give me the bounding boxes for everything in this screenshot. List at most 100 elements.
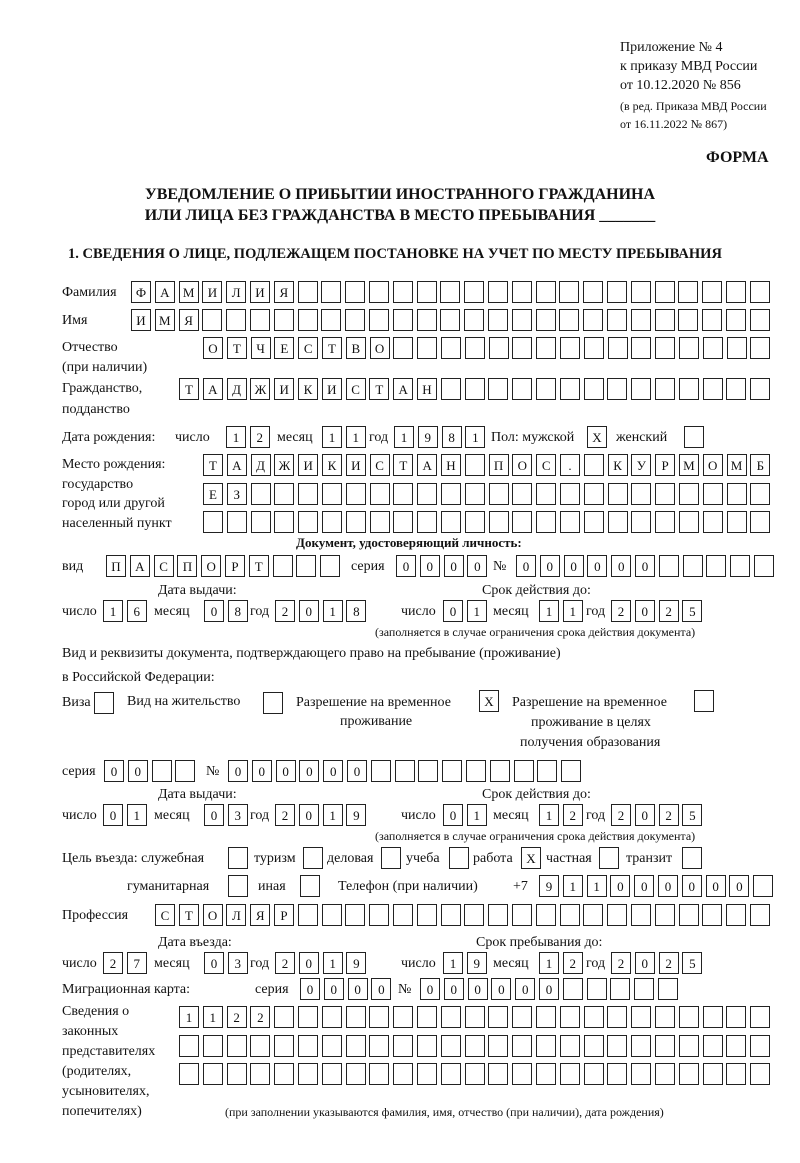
- char-cell[interactable]: [655, 511, 676, 533]
- char-cell[interactable]: [513, 760, 534, 782]
- checkbox-cell[interactable]: [694, 690, 714, 712]
- char-cell[interactable]: [630, 309, 651, 331]
- char-cell[interactable]: [345, 904, 366, 926]
- char-cell[interactable]: [393, 337, 414, 359]
- char-cell[interactable]: А: [154, 281, 175, 303]
- char-cell[interactable]: [654, 1006, 675, 1028]
- char-cell[interactable]: О: [702, 454, 723, 476]
- char-cell[interactable]: [179, 1063, 199, 1085]
- char-cell[interactable]: [297, 309, 318, 331]
- char-cell[interactable]: [730, 555, 751, 577]
- char-cell[interactable]: О: [203, 337, 223, 359]
- char-cell[interactable]: [440, 483, 461, 505]
- char-cell[interactable]: С: [153, 555, 174, 577]
- char-cell[interactable]: [345, 281, 366, 303]
- char-cell[interactable]: 2: [275, 952, 295, 974]
- char-cell[interactable]: [750, 337, 771, 359]
- char-cell[interactable]: О: [512, 454, 533, 476]
- char-cell[interactable]: [535, 1035, 556, 1057]
- char-cell[interactable]: 9: [417, 426, 438, 448]
- char-cell[interactable]: [249, 309, 270, 331]
- char-cell[interactable]: [440, 309, 461, 331]
- char-cell[interactable]: 8: [441, 426, 462, 448]
- char-cell[interactable]: [702, 378, 723, 400]
- char-cell[interactable]: [297, 1006, 318, 1028]
- char-cell[interactable]: [464, 378, 485, 400]
- char-cell[interactable]: 0: [563, 555, 584, 577]
- char-cell[interactable]: 0: [204, 804, 224, 826]
- char-cell[interactable]: [393, 1063, 414, 1085]
- char-cell[interactable]: [706, 555, 727, 577]
- char-cell[interactable]: 1: [394, 426, 414, 448]
- char-cell[interactable]: [345, 511, 366, 533]
- checkbox-cell[interactable]: [381, 847, 401, 869]
- char-cell[interactable]: [440, 511, 461, 533]
- char-cell[interactable]: 0: [204, 952, 224, 974]
- char-cell[interactable]: [369, 483, 390, 505]
- char-cell[interactable]: [416, 1035, 437, 1057]
- char-cell[interactable]: [750, 1006, 771, 1028]
- char-cell[interactable]: 0: [275, 760, 296, 782]
- checkbox-cell[interactable]: [682, 847, 702, 869]
- char-cell[interactable]: [442, 760, 463, 782]
- char-cell[interactable]: И: [321, 378, 342, 400]
- char-cell[interactable]: П: [177, 555, 198, 577]
- char-cell[interactable]: [583, 1006, 604, 1028]
- char-cell[interactable]: [203, 511, 223, 533]
- char-cell[interactable]: 1: [443, 952, 463, 974]
- char-cell[interactable]: 0: [298, 600, 319, 622]
- char-cell[interactable]: Т: [321, 337, 342, 359]
- char-cell[interactable]: 2: [250, 1006, 271, 1028]
- char-cell[interactable]: 0: [204, 600, 224, 622]
- char-cell[interactable]: [583, 1063, 604, 1085]
- char-cell[interactable]: 3: [227, 804, 248, 826]
- char-cell[interactable]: 1: [226, 426, 246, 448]
- char-cell[interactable]: [726, 483, 747, 505]
- char-cell[interactable]: 1: [126, 804, 147, 826]
- char-cell[interactable]: [654, 281, 675, 303]
- char-cell[interactable]: 1: [322, 426, 342, 448]
- char-cell[interactable]: [488, 904, 509, 926]
- char-cell[interactable]: 0: [634, 804, 655, 826]
- char-cell[interactable]: Я: [250, 904, 271, 926]
- char-cell[interactable]: 2: [611, 804, 631, 826]
- char-cell[interactable]: 9: [539, 875, 559, 897]
- char-cell[interactable]: 7: [126, 952, 147, 974]
- char-cell[interactable]: [345, 1006, 366, 1028]
- char-cell[interactable]: 2: [562, 952, 583, 974]
- char-cell[interactable]: Р: [273, 904, 294, 926]
- char-cell[interactable]: [417, 337, 438, 359]
- char-cell[interactable]: [321, 1006, 342, 1028]
- char-cell[interactable]: С: [155, 904, 175, 926]
- char-cell[interactable]: [536, 511, 557, 533]
- char-cell[interactable]: В: [345, 337, 366, 359]
- char-cell[interactable]: Т: [248, 555, 269, 577]
- char-cell[interactable]: 0: [323, 978, 344, 1000]
- char-cell[interactable]: [583, 1035, 604, 1057]
- char-cell[interactable]: [535, 904, 556, 926]
- char-cell[interactable]: 0: [467, 978, 488, 1000]
- checkbox-cell[interactable]: [449, 847, 469, 869]
- char-cell[interactable]: О: [201, 555, 222, 577]
- char-cell[interactable]: [512, 1035, 533, 1057]
- char-cell[interactable]: 2: [611, 952, 631, 974]
- char-cell[interactable]: [655, 337, 676, 359]
- char-cell[interactable]: О: [369, 337, 390, 359]
- char-cell[interactable]: Е: [203, 483, 223, 505]
- char-cell[interactable]: [726, 378, 747, 400]
- char-cell[interactable]: М: [154, 309, 175, 331]
- char-cell[interactable]: [440, 378, 461, 400]
- char-cell[interactable]: А: [226, 454, 247, 476]
- char-cell[interactable]: [702, 337, 723, 359]
- char-cell[interactable]: [607, 337, 628, 359]
- char-cell[interactable]: И: [131, 309, 151, 331]
- char-cell[interactable]: [418, 760, 439, 782]
- char-cell[interactable]: [726, 1063, 747, 1085]
- char-cell[interactable]: 0: [103, 804, 123, 826]
- char-cell[interactable]: 1: [322, 804, 343, 826]
- char-cell[interactable]: [489, 760, 510, 782]
- char-cell[interactable]: 0: [538, 978, 559, 1000]
- char-cell[interactable]: 0: [491, 978, 512, 1000]
- checkbox-cell[interactable]: [684, 426, 704, 448]
- char-cell[interactable]: [654, 1035, 675, 1057]
